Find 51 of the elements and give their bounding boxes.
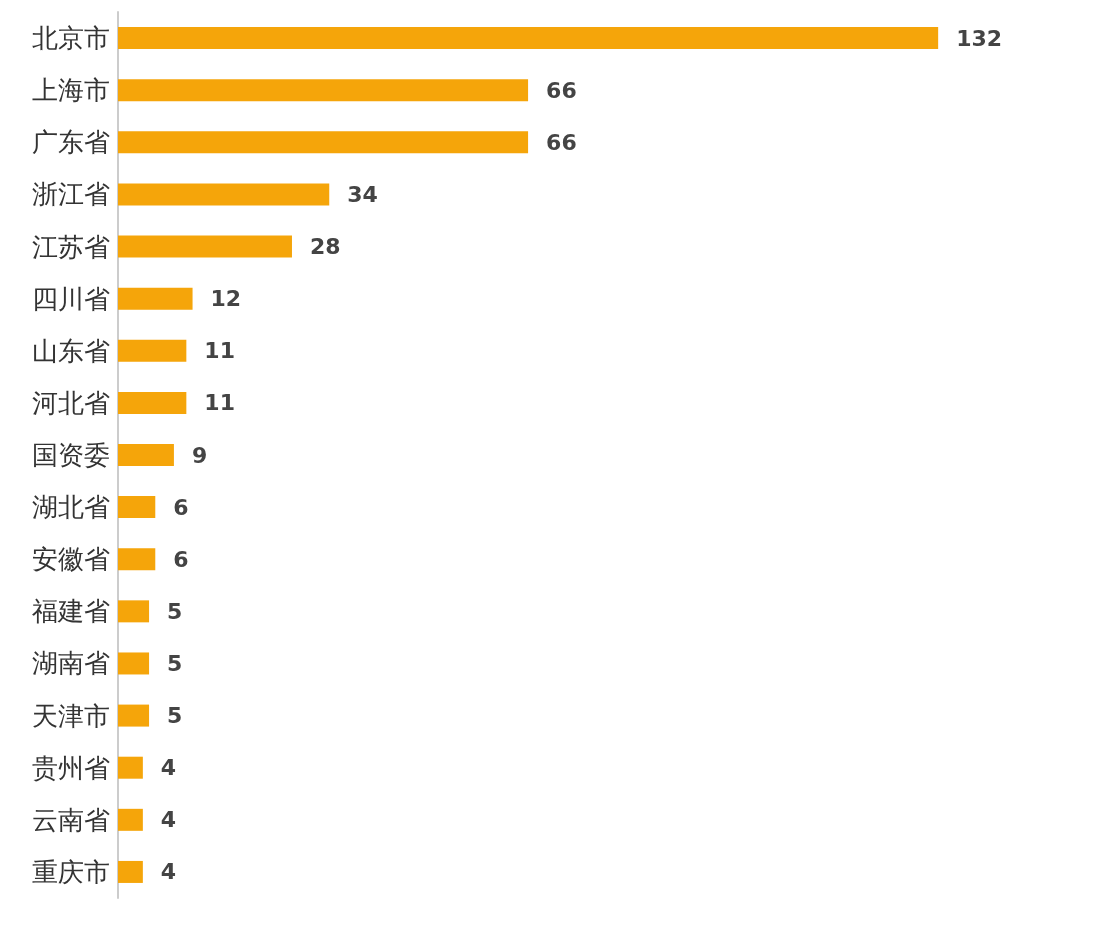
y-tick-label: 四川省 — [32, 283, 110, 314]
y-tick-label: 广东省 — [32, 127, 110, 158]
data-label: 5 — [167, 598, 183, 624]
data-label: 5 — [167, 703, 183, 729]
bar — [118, 704, 150, 727]
data-label: 28 — [309, 234, 341, 260]
data-label: 4 — [160, 807, 177, 833]
data-label: 34 — [347, 181, 378, 207]
y-tick-label: 上海市 — [32, 75, 110, 106]
bar — [118, 444, 174, 466]
data-label: 6 — [173, 546, 189, 572]
bar — [118, 652, 150, 675]
data-label: 4 — [160, 755, 177, 781]
bar — [118, 600, 150, 623]
data-label: 5 — [167, 650, 183, 676]
y-tick-label: 河北省 — [32, 387, 110, 418]
y-tick-label: 云南省 — [32, 804, 110, 835]
y-tick-label: 福建省 — [32, 596, 110, 627]
y-tick-label: 贵州省 — [32, 752, 110, 783]
y-tick-label: 天津市 — [32, 700, 110, 731]
data-label: 6 — [173, 494, 189, 520]
bar — [118, 235, 292, 258]
y-tick-label: 北京市 — [32, 23, 110, 54]
bar — [118, 548, 156, 571]
data-label: 4 — [160, 859, 177, 885]
y-tick-label: 山东省 — [32, 335, 110, 366]
y-tick-label: 安徽省 — [32, 544, 110, 575]
y-tick-label: 重庆市 — [32, 856, 110, 887]
y-tick-label: 湖南省 — [32, 648, 110, 679]
data-label: 11 — [204, 338, 235, 364]
bar — [118, 183, 330, 206]
bar — [118, 496, 156, 519]
y-tick-label: 江苏省 — [32, 231, 110, 262]
bar — [118, 131, 529, 154]
bar — [118, 808, 143, 831]
bar — [118, 287, 193, 310]
data-label: 9 — [191, 442, 208, 468]
y-tick-label: 浙江省 — [32, 179, 110, 210]
y-tick-label: 国资委 — [32, 440, 110, 470]
data-label: 11 — [204, 390, 235, 416]
bar — [118, 339, 187, 362]
data-label: 66 — [546, 129, 577, 155]
bar — [118, 860, 143, 883]
bar — [118, 391, 187, 414]
data-label: 66 — [546, 77, 577, 103]
bar — [118, 79, 529, 102]
y-tick-label: 湖北省 — [32, 492, 110, 523]
data-label: 132 — [956, 25, 1003, 51]
bar — [118, 756, 143, 779]
bar — [118, 27, 939, 50]
data-label: 12 — [210, 286, 242, 312]
